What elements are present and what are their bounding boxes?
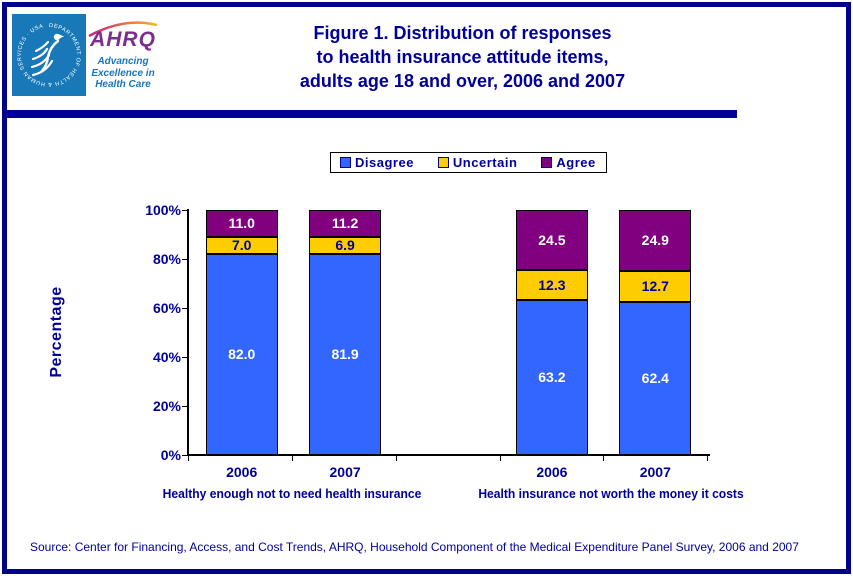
x-axis [187, 454, 710, 456]
x-axis-tick [603, 456, 604, 461]
header-divider [6, 110, 737, 118]
y-axis-tick-label: 60% [152, 300, 181, 316]
x-axis-tick [188, 456, 189, 461]
uncertain-swatch-icon [437, 157, 449, 168]
bar-segment-uncertain: 6.9 [309, 237, 382, 255]
y-axis-tick [182, 209, 188, 211]
bar-segment-uncertain: 7.0 [205, 236, 278, 255]
x-axis-category-label: 2007 [329, 464, 361, 480]
bar-value-label: 12.7 [641, 278, 669, 294]
ahrq-arc-icon [88, 21, 158, 38]
bar-value-label: 24.5 [538, 232, 566, 248]
disagree-swatch-icon [340, 157, 351, 168]
x-axis-tick [500, 456, 501, 461]
bar-value-label: 7.0 [231, 236, 252, 253]
x-axis-category-label: 2006 [226, 464, 258, 480]
bar-value-label: 82.0 [228, 346, 256, 363]
figure-title-line: Figure 1. Distribution of responses [313, 23, 612, 43]
figure-title: Figure 1. Distribution of responses to h… [230, 21, 695, 93]
bar-segment-uncertain: 12.3 [515, 270, 588, 301]
y-axis-tick-label: 40% [152, 349, 181, 365]
agree-swatch-icon [541, 157, 553, 168]
y-axis-tick [182, 258, 188, 260]
y-axis-tick-label: 100% [145, 202, 181, 218]
y-axis-tick-label: 80% [152, 251, 181, 267]
y-axis-tick [182, 405, 188, 407]
bar-segment-uncertain: 12.7 [619, 271, 692, 303]
hhs-eagle-icon: DEPARTMENT OF HEALTH & HUMAN SERVICES · … [17, 23, 81, 87]
x-axis-tick [396, 456, 397, 461]
bar-segment-disagree: 82.0 [205, 254, 278, 455]
hhs-seal: DEPARTMENT OF HEALTH & HUMAN SERVICES · … [12, 14, 86, 96]
y-axis-tick [182, 454, 188, 456]
legend-item-uncertain: Uncertain [437, 155, 518, 170]
ahrq-wordmark: AHRQ Advancing Excellence in Health Care [86, 14, 160, 96]
bar-value-label: 63.2 [538, 369, 566, 386]
legend-item-disagree: Disagree [340, 155, 414, 170]
x-axis-group-label: Healthy enough not to need health insura… [162, 486, 422, 501]
ahrq-tagline: Advancing Excellence in Health Care [86, 56, 160, 91]
bar-value-label: 62.4 [641, 370, 669, 387]
tagline-line: Excellence in [91, 67, 155, 79]
y-axis [187, 209, 189, 456]
legend-label: Uncertain [452, 155, 518, 170]
tagline-line: Health Care [95, 79, 151, 90]
bar-segment-agree: 24.9 [619, 210, 692, 271]
bar-value-label: 6.9 [335, 237, 355, 254]
bar-value-label: 11.0 [228, 215, 255, 231]
source-note: Source: Center for Financing, Access, an… [30, 540, 799, 554]
x-axis-tick [707, 456, 708, 461]
tagline-line: Advancing [97, 56, 149, 67]
figure-title-line: adults age 18 and over, 2006 and 2007 [299, 71, 626, 91]
bar-segment-agree: 24.5 [515, 210, 588, 271]
x-axis-group-label: Health insurance not worth the money it … [478, 486, 744, 501]
y-axis-tick [182, 356, 188, 358]
bar-value-label: 81.9 [331, 346, 359, 363]
hhs-ahrq-logo: DEPARTMENT OF HEALTH & HUMAN SERVICES · … [12, 14, 160, 96]
legend-label: Disagree [355, 155, 414, 170]
bar-segment-agree: 11.0 [205, 210, 278, 237]
bar-segment-disagree: 62.4 [619, 302, 692, 455]
bar-segment-disagree: 63.2 [515, 300, 588, 455]
x-axis-tick [292, 456, 293, 461]
bar-value-label: 11.2 [331, 215, 359, 231]
bar-value-label: 24.9 [641, 232, 669, 248]
x-axis-category-label: 2006 [536, 464, 568, 480]
figure-title-line: to health insurance attitude items, [316, 47, 609, 67]
y-axis-tick [182, 307, 188, 309]
y-axis-tick-label: 0% [160, 447, 181, 463]
x-axis-category-label: 2007 [639, 464, 671, 480]
y-axis-tick-label: 20% [152, 398, 181, 414]
bar-value-label: 12.3 [538, 277, 566, 294]
chart-legend: Disagree Uncertain Agree [330, 152, 607, 173]
y-axis-title: Percentage [48, 286, 65, 378]
bar-segment-disagree: 81.9 [309, 254, 382, 455]
legend-item-agree: Agree [541, 155, 595, 170]
bar-segment-agree: 11.2 [309, 210, 382, 238]
ahrq-acronym: AHRQ [90, 28, 156, 51]
legend-label: Agree [556, 155, 596, 170]
